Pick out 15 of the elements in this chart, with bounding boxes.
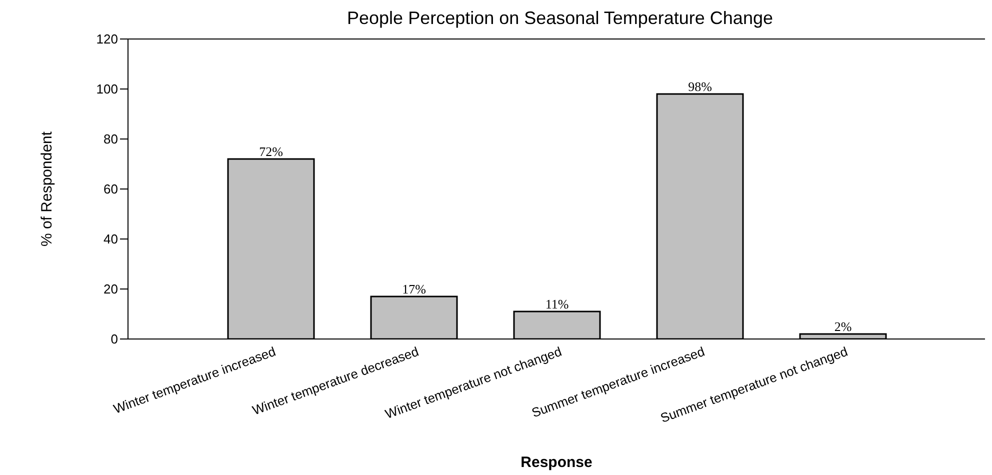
y-tick-label: 0 [110,332,118,347]
y-tick-label: 80 [104,132,118,147]
data-label: 17% [402,282,426,296]
data-label: 2% [834,319,852,334]
data-label: 72% [259,144,284,159]
y-tick-label: 40 [104,232,118,247]
x-axis-title: Response [520,454,592,471]
y-axis-title: % of Respondent [38,130,56,247]
y-tick-label: 100 [96,82,118,97]
y-tick-label: 60 [104,182,118,197]
chart-title: People Perception on Seasonal Temperature Change [346,8,774,28]
y-tick-label: 120 [96,32,118,47]
data-label: 11% [545,296,569,312]
data-label: 98% [688,79,712,94]
y-tick-label: 20 [104,282,118,297]
